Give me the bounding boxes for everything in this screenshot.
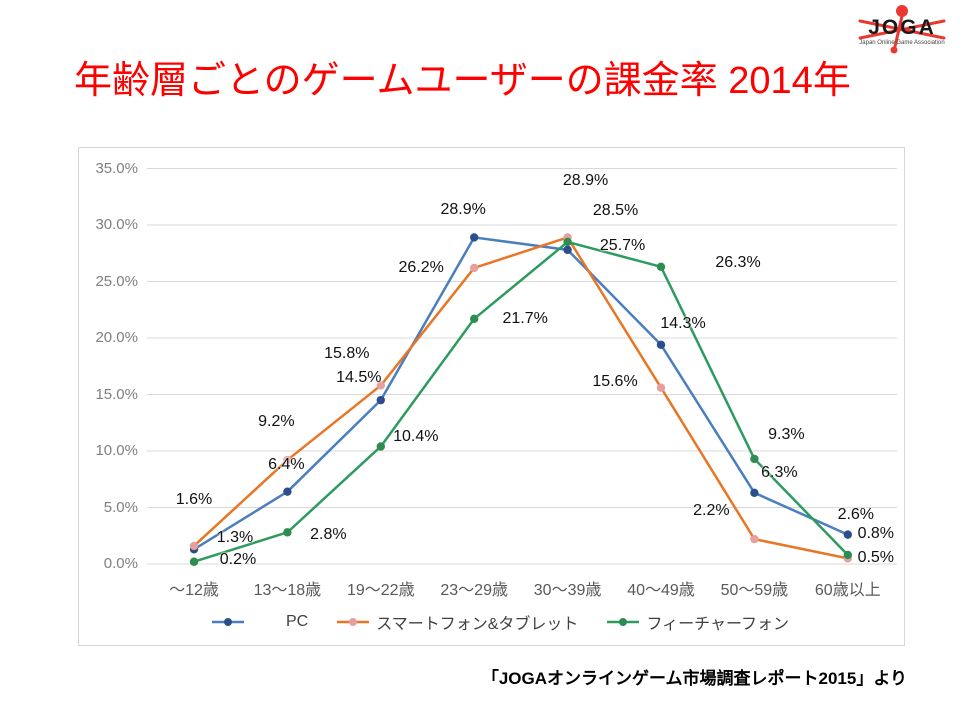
x-axis-label: 30～39歳 xyxy=(533,582,602,599)
y-axis-tick: 20.0% xyxy=(95,329,138,346)
legend-label: スマートフォン&タブレット xyxy=(376,616,579,633)
data-label: 9.2% xyxy=(258,413,295,431)
data-point-marker xyxy=(283,487,292,496)
data-label: 26.2% xyxy=(398,258,444,276)
legend: PC スマートフォン&タブレット フィーチャーフォン xyxy=(79,610,904,634)
data-point-marker xyxy=(656,340,666,349)
data-label: 1.6% xyxy=(175,490,213,508)
data-point-marker xyxy=(470,263,479,273)
legend-label: PC xyxy=(286,613,309,630)
data-label: 28.9% xyxy=(562,172,609,190)
data-label: 9.3% xyxy=(768,425,805,443)
data-label: 14.5% xyxy=(336,369,382,387)
series-line-2 xyxy=(193,240,849,563)
data-point-marker xyxy=(283,455,292,465)
legend-item-pc: PC xyxy=(212,613,308,631)
data-label: 2.8% xyxy=(310,526,347,544)
legend-marker-pc xyxy=(212,618,244,626)
data-label: 15.8% xyxy=(324,345,370,363)
data-label: 0.8% xyxy=(857,524,895,542)
joga-person-icon xyxy=(858,5,946,54)
data-label: 10.4% xyxy=(393,428,439,446)
data-point-marker xyxy=(750,534,759,544)
joga-logo: JOGA Japan Online Game Association xyxy=(846,4,958,54)
data-label: 26.3% xyxy=(715,253,761,271)
chart-frame: 35.0% 30.0% 25.0% 20.0% 15.0% 10.0% 5.0% 0.0% ～1… xyxy=(78,147,905,646)
x-axis-label: 60歳以上 xyxy=(814,582,881,599)
legend-label: フィーチャーフォン xyxy=(646,616,789,633)
data-point-marker xyxy=(843,530,852,539)
x-axis-label: 13～18歳 xyxy=(253,582,322,599)
data-label: 28.9% xyxy=(440,201,486,219)
y-axis-tick: 0.0% xyxy=(103,555,138,572)
joga-logo-subtitle: Japan Online Game Association xyxy=(859,40,945,46)
data-point-marker xyxy=(376,442,385,451)
data-label: 2.6% xyxy=(837,505,875,523)
y-axis-tick: 10.0% xyxy=(95,442,138,459)
line-chart xyxy=(147,168,897,566)
data-label: 14.3% xyxy=(660,314,706,332)
data-point-marker xyxy=(283,528,292,537)
data-label: 6.4% xyxy=(268,455,305,473)
y-axis-tick: 30.0% xyxy=(95,216,138,233)
series-line-1 xyxy=(193,236,849,560)
data-label: 1.3% xyxy=(216,529,254,547)
data-label: 25.7% xyxy=(599,236,646,254)
data-label: 0.2% xyxy=(219,550,257,568)
data-point-marker xyxy=(656,262,666,272)
data-label: 6.3% xyxy=(761,463,798,481)
data-point-marker xyxy=(470,314,479,323)
chart-title: 年齢層ごとのゲームユーザーの課金率 2014年 xyxy=(74,60,851,102)
data-label: 2.2% xyxy=(693,502,730,520)
data-label: 15.6% xyxy=(592,372,638,390)
data-point-marker xyxy=(189,557,199,566)
y-axis-tick: 15.0% xyxy=(95,385,138,403)
x-axis-label: 50～59歳 xyxy=(720,582,789,599)
data-point-marker xyxy=(750,454,759,464)
data-point-marker xyxy=(189,541,199,551)
y-axis-tick: 25.0% xyxy=(95,272,138,290)
source-note: 「JOGAオンラインゲーム市場調査レポート2015」より xyxy=(481,669,907,688)
data-point-marker xyxy=(563,245,572,255)
data-point-marker xyxy=(563,237,572,247)
data-point-marker xyxy=(750,488,759,498)
data-point-marker xyxy=(843,550,852,560)
x-axis-label: 23～29歳 xyxy=(440,582,508,599)
x-axis-label: 19～22歳 xyxy=(346,582,415,599)
data-point-marker xyxy=(656,383,666,392)
data-point-marker xyxy=(376,395,385,405)
data-label: 21.7% xyxy=(502,309,548,327)
legend-marker-smartphone-tablet xyxy=(337,618,370,626)
y-axis-tick: 5.0% xyxy=(103,498,138,516)
data-label: 0.5% xyxy=(857,549,895,567)
data-point-marker xyxy=(470,233,479,242)
joga-logo-text: JOGA xyxy=(868,16,936,39)
legend-item-featurephone: フィーチャーフォン xyxy=(607,610,789,634)
legend-item-smartphone-tablet: スマートフォン&タブレット xyxy=(337,610,578,634)
data-label: 28.5% xyxy=(592,201,639,219)
data-point-marker xyxy=(376,381,385,390)
x-axis-label: ～12歳 xyxy=(169,582,219,599)
y-axis-tick: 35.0% xyxy=(95,159,138,177)
series-line-0 xyxy=(193,236,849,551)
legend-marker-featurephone xyxy=(607,618,640,626)
x-axis-label: 40～49歳 xyxy=(627,582,695,599)
